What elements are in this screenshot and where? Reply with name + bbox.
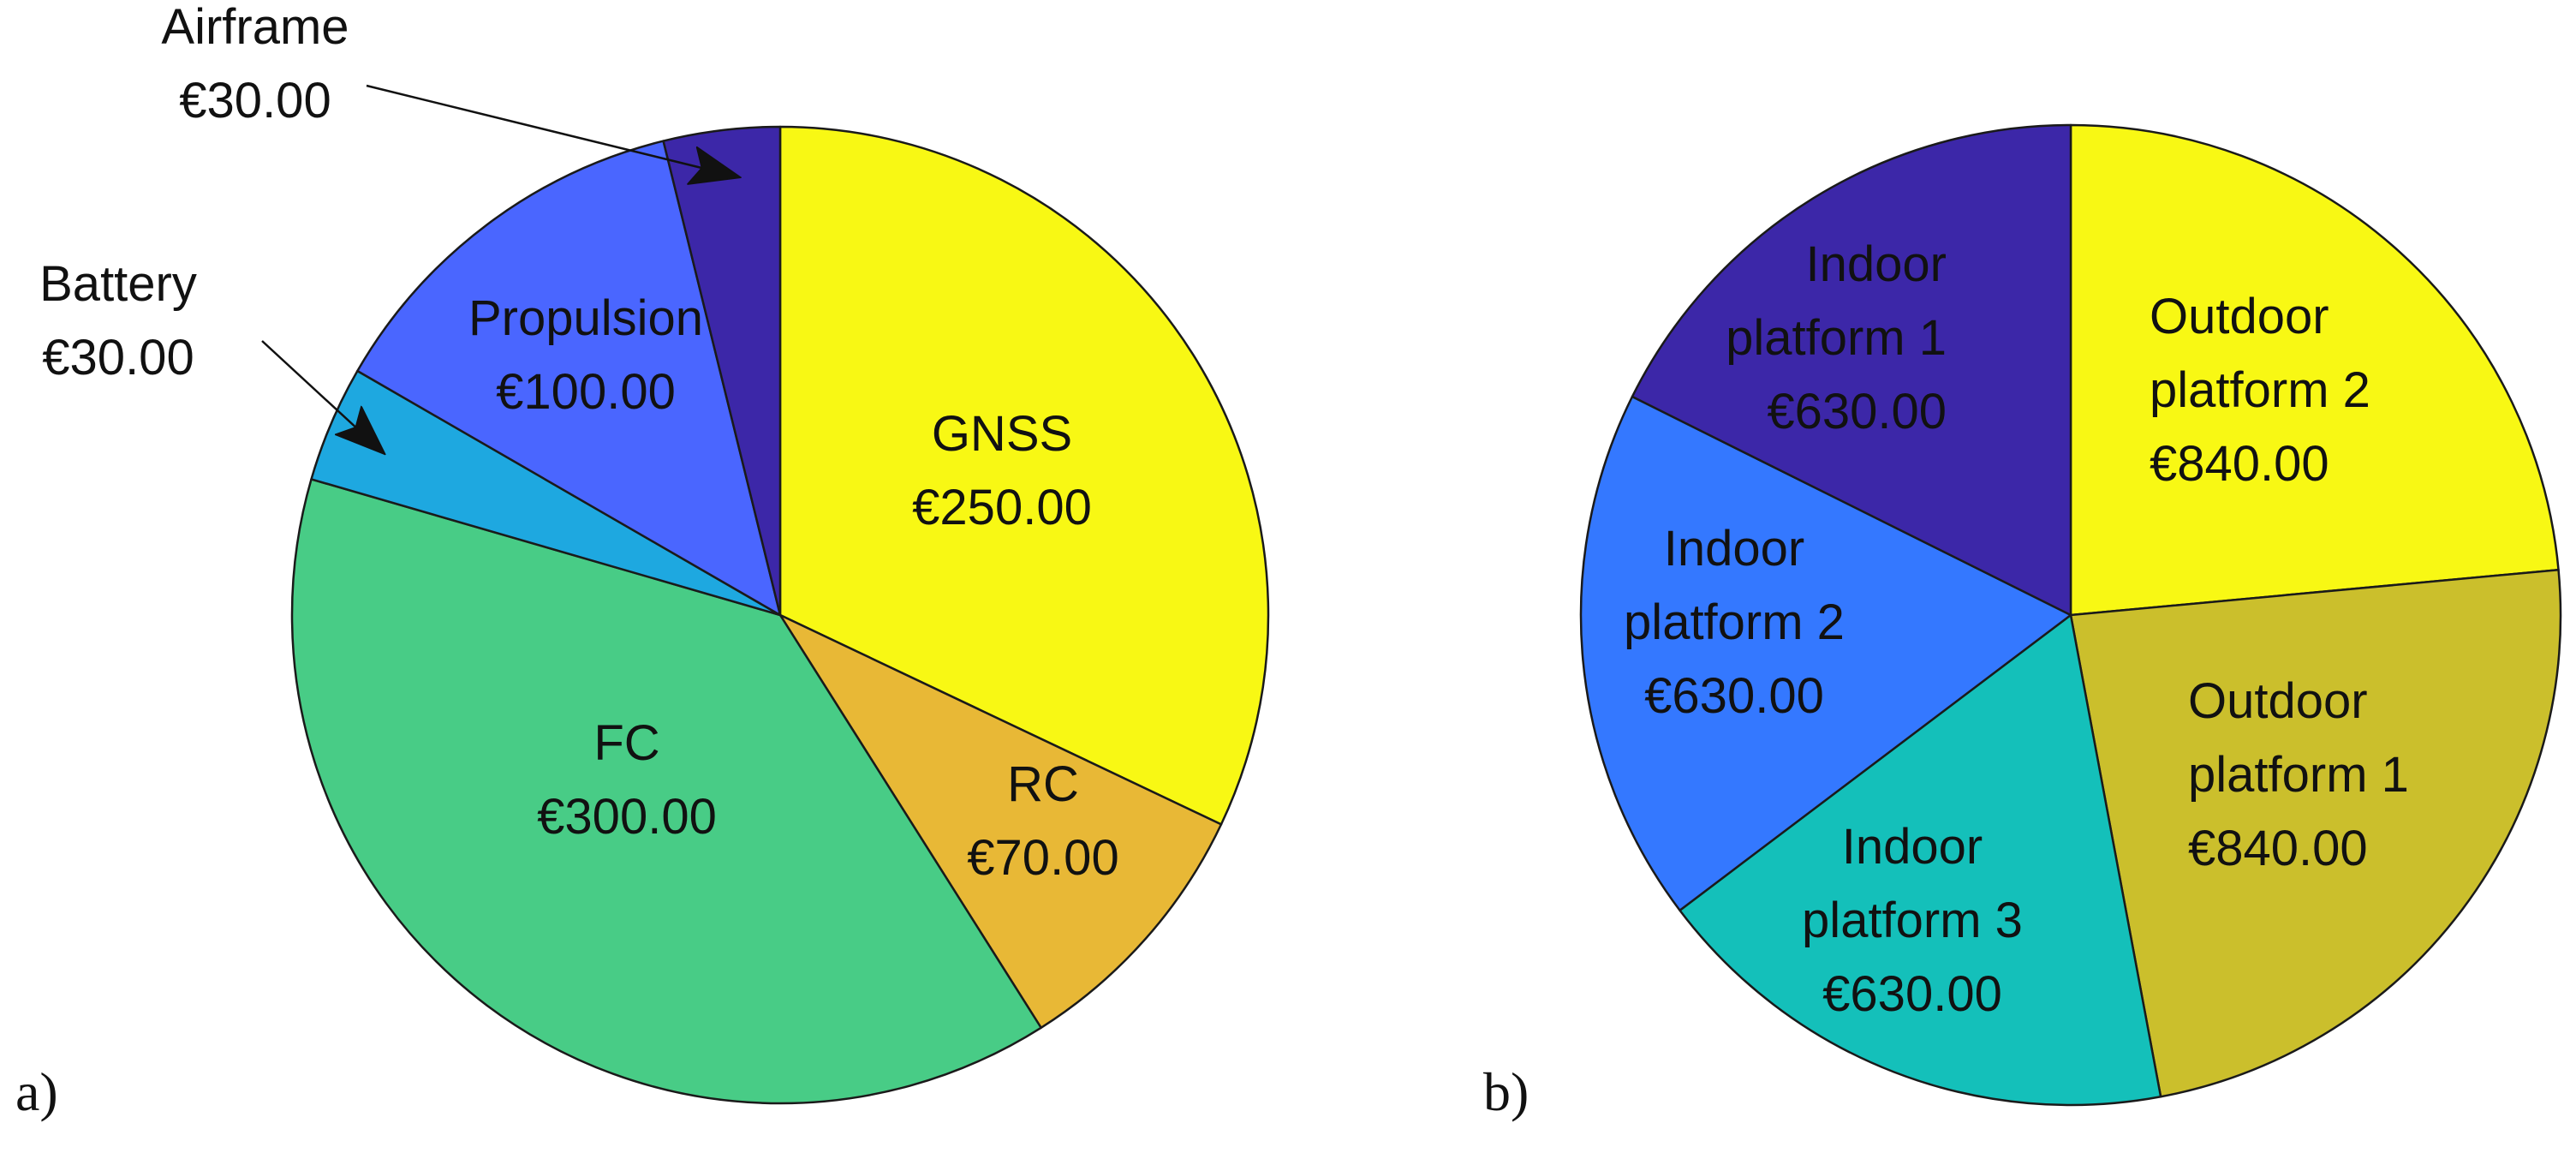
slice-value-indoor-platform-3: €630.00 [1822, 966, 2002, 1022]
pie-chart-b: Outdoor platform 2 €840.00 Outdoor platform … [1579, 123, 2562, 1107]
slice-label-propulsion: Propulsion €100.00 [468, 290, 703, 420]
slice-label-outdoor-platform-1: Outdoor platform 1 €840.00 [2188, 673, 2409, 876]
slice-label-line: Airframe [161, 0, 349, 55]
pie-slice-indoor-platform-3 [1679, 613, 2162, 1107]
slice-label-airframe: Airframe €30.00 [161, 0, 349, 128]
pie-slice-gnss [778, 125, 1270, 826]
slice-value-gnss: €250.00 [912, 480, 1092, 535]
slice-label-line: Battery [39, 256, 197, 312]
slice-value-outdoor-platform-1: €840.00 [2188, 821, 2368, 876]
slice-label-gnss: GNSS €250.00 [912, 406, 1092, 535]
slice-label-line: Indoor [1842, 819, 1983, 875]
slice-label-line: Outdoor [2188, 673, 2368, 729]
slice-value-indoor-platform-1: €630.00 [1767, 384, 1947, 439]
slice-value-airframe: €30.00 [179, 73, 331, 128]
pie-slice-indoor-platform-1 [1631, 123, 2072, 617]
slice-label-line: platform 3 [1802, 893, 2023, 948]
pie-slice-airframe [662, 125, 782, 617]
pie-slice-rc [778, 613, 1223, 1030]
pie-slice-indoor-platform-2 [1579, 395, 2072, 911]
slice-value-propulsion: €100.00 [496, 364, 676, 420]
slice-label-indoor-platform-1: Indoor platform 1 €630.00 [1726, 236, 1947, 439]
slice-label-line: Propulsion [468, 290, 703, 346]
slice-label-line: platform 2 [2150, 362, 2370, 418]
slice-value-battery: €30.00 [42, 330, 194, 385]
slice-label-line: Indoor [1806, 236, 1947, 292]
slice-label-fc: FC €300.00 [537, 715, 717, 845]
slice-label-line: Indoor [1664, 521, 1804, 576]
pie-slice-outdoor-platform-1 [2069, 568, 2562, 1098]
slice-value-fc: €300.00 [537, 789, 717, 845]
callout-arrow-battery [261, 340, 382, 451]
callout-arrow-airframe [366, 84, 736, 176]
slice-label-line: platform 2 [1624, 594, 1845, 650]
pie-slice-propulsion [356, 140, 782, 617]
slice-label-indoor-platform-2: Indoor platform 2 €630.00 [1624, 521, 1845, 724]
slice-label-line: FC [593, 715, 659, 771]
slice-value-outdoor-platform-2: €840.00 [2150, 436, 2329, 492]
pie-chart-a: GNSS €250.00 RC €70.00 FC €300.00 Battery €30.0… [39, 0, 1270, 1105]
panel-label-a: a) [15, 1061, 58, 1122]
pie-slice-fc [290, 478, 1042, 1105]
pie-slice-outdoor-platform-2 [2069, 123, 2560, 617]
slice-label-indoor-platform-3: Indoor platform 3 €630.00 [1802, 819, 2023, 1022]
slice-value-indoor-platform-2: €630.00 [1644, 668, 1824, 724]
slice-label-battery: Battery €30.00 [39, 256, 197, 385]
slice-label-line: Outdoor [2150, 289, 2329, 344]
slice-label-outdoor-platform-2: Outdoor platform 2 €840.00 [2150, 289, 2370, 492]
slice-label-line: RC [1007, 756, 1079, 812]
panel-label-b: b) [1483, 1061, 1529, 1122]
slice-label-line: platform 1 [1726, 310, 1947, 366]
slice-label-line: platform 1 [2188, 747, 2409, 803]
annotations [261, 84, 736, 451]
slice-label-line: GNSS [932, 406, 1072, 462]
slice-label-rc: RC €70.00 [967, 756, 1118, 886]
slice-value-rc: €70.00 [967, 830, 1118, 886]
